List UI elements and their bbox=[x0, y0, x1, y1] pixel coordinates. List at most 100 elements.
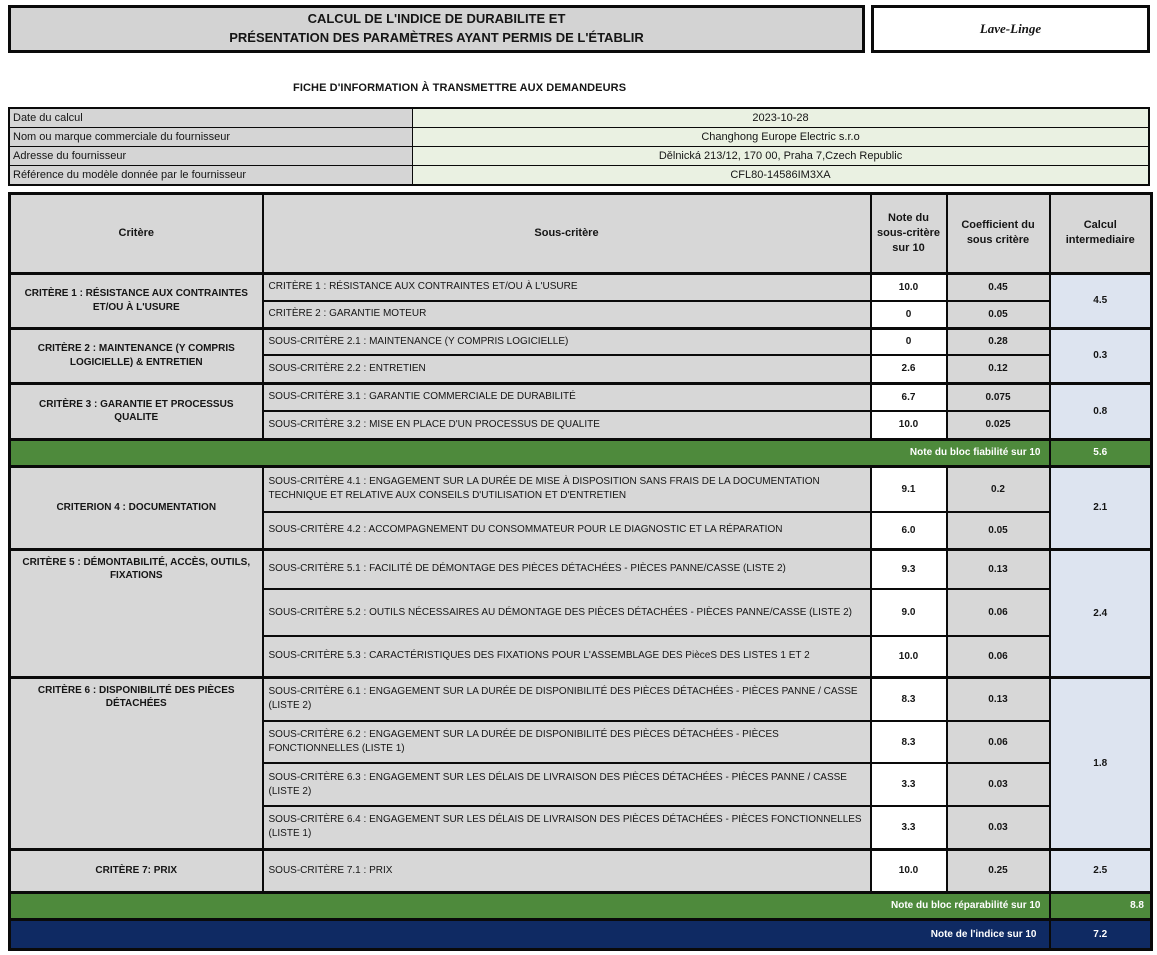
title-line-1: CALCUL DE L'INDICE DE DURABILITE ET bbox=[307, 11, 566, 26]
note-cell: 3.3 bbox=[869, 762, 948, 808]
coefficient-cell: 0.12 bbox=[945, 354, 1051, 385]
fiabilite-block-row: Note du bloc fiabilité sur 10 5.6 bbox=[8, 437, 1153, 468]
intermediate-calc-cell: 2.4 bbox=[1048, 547, 1153, 679]
info-value: Changhong Europe Electric s.r.o bbox=[412, 126, 1150, 147]
info-value: 2023-10-28 bbox=[412, 107, 1150, 128]
note-cell: 10.0 bbox=[869, 635, 948, 679]
subcriterion-cell: SOUS-CRITÈRE 5.2 : OUTILS NÉCESSAIRES AU… bbox=[261, 588, 872, 638]
subcriterion-cell: SOUS-CRITÈRE 5.3 : CARACTÉRISTIQUES DES … bbox=[261, 635, 872, 679]
info-row-date: Date du calcul 2023-10-28 bbox=[8, 107, 1150, 128]
coefficient-cell: 0.13 bbox=[945, 675, 1051, 723]
info-value: Dělnická 213/12, 170 00, Praha 7,Czech R… bbox=[412, 145, 1150, 166]
note-cell: 8.3 bbox=[869, 675, 948, 723]
intermediate-calc-cell: 1.8 bbox=[1048, 675, 1153, 851]
col-header-sous-critere: Sous-critère bbox=[261, 192, 872, 275]
note-cell: 10.0 bbox=[869, 410, 948, 441]
subcriterion-cell: SOUS-CRITÈRE 3.1 : GARANTIE COMMERCIALE … bbox=[261, 381, 872, 413]
subcriterion-cell: CRITÈRE 2 : GARANTIE MOTEUR bbox=[261, 300, 872, 330]
table-row: CRITÈRE 2 : GARANTIE MOTEUR 0 0.05 bbox=[10, 300, 1152, 330]
info-value: CFL80-14586IM3XA bbox=[412, 164, 1150, 186]
note-cell: 10.0 bbox=[869, 271, 948, 303]
reparabilite-block-row: Note du bloc réparabilité sur 10 8.8 bbox=[8, 890, 1153, 921]
table-row: CRITÈRE 1 : RÉSISTANCE AUX CONTRAINTES E… bbox=[8, 271, 1153, 330]
reparabilite-block-score: 8.8 bbox=[1048, 890, 1153, 921]
intermediate-calc-cell: 0.3 bbox=[1048, 326, 1153, 385]
title-line-2: PRÉSENTATION DES PARAMÈTRES AYANT PERMIS… bbox=[229, 29, 644, 45]
index-score-value: 7.2 bbox=[1048, 917, 1153, 951]
coefficient-cell: 0.13 bbox=[945, 547, 1051, 591]
index-score-row: Note de l'indice sur 10 7.2 bbox=[8, 917, 1153, 951]
subcriterion-cell: SOUS-CRITÈRE 7.1 : PRIX bbox=[261, 847, 872, 894]
note-cell: 6.7 bbox=[869, 381, 948, 413]
coefficient-cell: 0.075 bbox=[945, 381, 1051, 413]
coefficient-cell: 0.2 bbox=[945, 464, 1051, 514]
note-cell: 9.0 bbox=[869, 588, 948, 638]
product-type-label: Lave-Linge bbox=[979, 20, 1042, 36]
criterion-cell: CRITÈRE 5 : DÉMONTABILITÉ, ACCÈS, OUTILS… bbox=[8, 547, 264, 679]
table-row: CRITÈRE 7: PRIX SOUS-CRITÈRE 7.1 : PRIX … bbox=[8, 847, 1153, 894]
intermediate-calc-cell: 2.5 bbox=[1048, 847, 1153, 894]
coefficient-cell: 0.03 bbox=[945, 805, 1051, 851]
col-header-coefficient: Coefficient du sous critère bbox=[945, 192, 1051, 275]
note-cell: 8.3 bbox=[869, 720, 948, 765]
col-header-calcul: Calcul intermediaire bbox=[1048, 192, 1153, 275]
table-row: SOUS-CRITÈRE 4.2 : ACCOMPAGNEMENT DU CON… bbox=[10, 511, 1152, 551]
criterion-cell: CRITÈRE 1 : RÉSISTANCE AUX CONTRAINTES E… bbox=[8, 271, 264, 330]
info-sheet-subtitle: FICHE D'INFORMATION À TRANSMETTRE AUX DE… bbox=[293, 81, 627, 94]
table-row: CRITÈRE 2 : MAINTENANCE (Y COMPRIS LOGIC… bbox=[8, 326, 1153, 385]
criterion-cell: CRITERION 4 : DOCUMENTATION bbox=[8, 464, 264, 551]
fiabilite-block-score: 5.6 bbox=[1048, 437, 1153, 468]
fiabilite-block-label: Note du bloc fiabilité sur 10 bbox=[8, 437, 1051, 468]
subcriterion-cell: SOUS-CRITÈRE 2.2 : ENTRETIEN bbox=[261, 354, 872, 385]
note-cell: 3.3 bbox=[869, 805, 948, 851]
criterion-cell: CRITÈRE 3 : GARANTIE ET PROCESSUS QUALIT… bbox=[8, 381, 264, 441]
subcriterion-cell: SOUS-CRITÈRE 6.3 : ENGAGEMENT SUR LES DÉ… bbox=[261, 762, 872, 808]
info-label: Date du calcul bbox=[8, 107, 413, 128]
document-title: CALCUL DE L'INDICE DE DURABILITE ET PRÉS… bbox=[8, 5, 865, 53]
subcriterion-cell: SOUS-CRITÈRE 2.1 : MAINTENANCE (Y COMPRI… bbox=[261, 326, 872, 357]
subcriterion-cell: SOUS-CRITÈRE 5.1 : FACILITÉ DE DÉMONTAGE… bbox=[261, 547, 872, 591]
note-cell: 9.1 bbox=[869, 464, 948, 514]
note-cell: 0 bbox=[869, 326, 948, 357]
info-label: Adresse du fournisseur bbox=[8, 145, 413, 166]
table-row: CRITÈRE 6 : DISPONIBILITÉ DES PIÈCES DÉT… bbox=[8, 675, 1153, 851]
index-score-label: Note de l'indice sur 10 bbox=[8, 917, 1051, 951]
table-row: SOUS-CRITÈRE 3.2 : MISE EN PLACE D'UN PR… bbox=[10, 410, 1152, 441]
coefficient-cell: 0.03 bbox=[945, 762, 1051, 808]
subcriterion-cell: SOUS-CRITÈRE 6.2 : ENGAGEMENT SUR LA DUR… bbox=[261, 720, 872, 765]
coefficient-cell: 0.06 bbox=[945, 635, 1051, 679]
intermediate-calc-cell: 0.8 bbox=[1048, 381, 1153, 441]
supplier-info-table: Date du calcul 2023-10-28 Nom ou marque … bbox=[8, 106, 1150, 186]
note-cell: 9.3 bbox=[869, 547, 948, 591]
coefficient-cell: 0.05 bbox=[945, 300, 1051, 330]
subcriterion-cell: SOUS-CRITÈRE 4.1 : ENGAGEMENT SUR LA DUR… bbox=[261, 464, 872, 514]
criterion-cell: CRITÈRE 7: PRIX bbox=[8, 847, 264, 894]
table-header-row: Critère Sous-critère Note du sous-critèr… bbox=[8, 192, 1153, 275]
info-row-supplier-name: Nom ou marque commerciale du fournisseur… bbox=[8, 126, 1150, 147]
criteria-table: Critère Sous-critère Note du sous-critèr… bbox=[8, 191, 1153, 951]
info-label: Nom ou marque commerciale du fournisseur bbox=[8, 126, 413, 147]
criterion-cell: CRITÈRE 2 : MAINTENANCE (Y COMPRIS LOGIC… bbox=[8, 326, 264, 385]
table-row: CRITÈRE 3 : GARANTIE ET PROCESSUS QUALIT… bbox=[8, 381, 1153, 441]
table-row: SOUS-CRITÈRE 5.2 : OUTILS NÉCESSAIRES AU… bbox=[10, 588, 1152, 638]
intermediate-calc-cell: 4.5 bbox=[1048, 271, 1153, 330]
info-row-supplier-address: Adresse du fournisseur Dělnická 213/12, … bbox=[8, 145, 1150, 166]
criterion-cell: CRITÈRE 6 : DISPONIBILITÉ DES PIÈCES DÉT… bbox=[8, 675, 264, 851]
table-row: SOUS-CRITÈRE 6.4 : ENGAGEMENT SUR LES DÉ… bbox=[10, 805, 1152, 851]
subcriterion-cell: SOUS-CRITÈRE 6.1 : ENGAGEMENT SUR LA DUR… bbox=[261, 675, 872, 723]
subcriterion-cell: SOUS-CRITÈRE 4.2 : ACCOMPAGNEMENT DU CON… bbox=[261, 511, 872, 551]
subcriterion-cell: SOUS-CRITÈRE 6.4 : ENGAGEMENT SUR LES DÉ… bbox=[261, 805, 872, 851]
col-header-critere: Critère bbox=[8, 192, 264, 275]
coefficient-cell: 0.06 bbox=[945, 588, 1051, 638]
product-type-box: Lave-Linge bbox=[871, 5, 1150, 53]
table-row: SOUS-CRITÈRE 6.2 : ENGAGEMENT SUR LA DUR… bbox=[10, 720, 1152, 765]
note-cell: 2.6 bbox=[869, 354, 948, 385]
table-row: CRITERION 4 : DOCUMENTATION SOUS-CRITÈRE… bbox=[8, 464, 1153, 551]
note-cell: 0 bbox=[869, 300, 948, 330]
info-label: Référence du modèle donnée par le fourni… bbox=[8, 164, 413, 186]
col-header-note: Note du sous-critère sur 10 bbox=[869, 192, 948, 275]
coefficient-cell: 0.05 bbox=[945, 511, 1051, 551]
subcriterion-cell: CRITÈRE 1 : RÉSISTANCE AUX CONTRAINTES E… bbox=[261, 271, 872, 303]
info-row-model-reference: Référence du modèle donnée par le fourni… bbox=[8, 164, 1150, 186]
